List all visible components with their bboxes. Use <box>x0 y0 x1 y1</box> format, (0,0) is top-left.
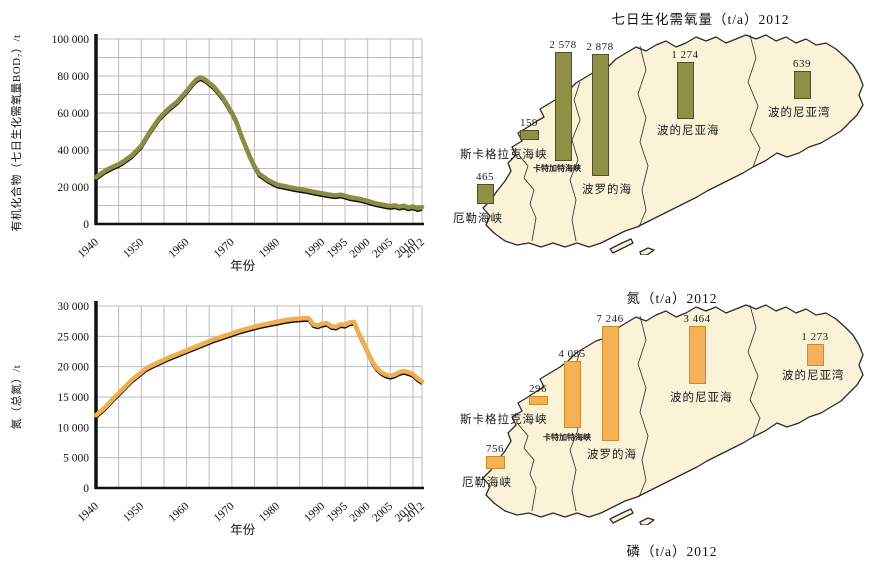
bar-value-kattegat: 4 085 <box>558 348 586 360</box>
bar-value-skagerrak: 159 <box>520 117 538 129</box>
bar-value-bothnian-sea: 1 274 <box>671 49 699 61</box>
svg-text:2005: 2005 <box>370 500 395 524</box>
phosphorus-map-caption: 磷（t/a）2012 <box>626 544 718 559</box>
bar-group-bothnian-sea: 3 464 <box>677 313 717 384</box>
bar-bothnian-sea <box>688 326 706 384</box>
bar-oresund <box>476 184 494 204</box>
bar-value-baltic: 2 878 <box>586 41 614 53</box>
bar-bothnian-bay <box>793 71 811 99</box>
bar-bothnian-bay <box>806 344 824 366</box>
nitrogen-y-axis-label: 氮（总氮）/t <box>11 364 23 430</box>
bod-y-axis-label: 有机化合物（七日生化需氧量BOD₇）/t <box>11 34 23 232</box>
svg-text:0: 0 <box>83 219 89 231</box>
region-label-baltic: 波罗的海 <box>582 184 632 196</box>
svg-text:1990: 1990 <box>302 500 327 524</box>
bar-value-oresund: 465 <box>476 171 494 183</box>
nitrogen-chart-plot: 0 5 000 10 000 15 000 20 000 25 000 30 000 1940… <box>57 301 427 537</box>
svg-text:30 000: 30 000 <box>57 301 89 313</box>
svg-text:2000: 2000 <box>348 500 373 524</box>
bar-group-skagerrak: 159 <box>509 117 549 140</box>
bod-line-chart-panel: 有机化合物（七日生化需氧量BOD₇）/t 0 20 000 40 000 60 000… <box>0 0 448 278</box>
bar-kattegat <box>554 52 572 161</box>
bar-value-kattegat: 2 578 <box>549 39 577 51</box>
bar-value-skagerrak: 296 <box>529 383 547 395</box>
bar-value-oresund: 756 <box>486 443 504 455</box>
svg-text:10 000: 10 000 <box>57 422 89 434</box>
svg-text:1940: 1940 <box>76 236 101 260</box>
svg-text:15 000: 15 000 <box>57 392 89 404</box>
bar-group-bothnian-sea: 1 274 <box>665 49 705 119</box>
bar-baltic <box>601 326 619 441</box>
bod-map-title: 七日生化需氧量（t/a）2012 <box>611 12 790 27</box>
baltic-basin-map <box>482 34 864 255</box>
bar-group-oresund: 465 <box>465 171 505 204</box>
svg-text:1970: 1970 <box>212 236 237 260</box>
region-label-bothnian-sea: 波的尼亚海 <box>670 392 733 404</box>
baltic-basin-map <box>482 304 864 525</box>
svg-text:1995: 1995 <box>325 236 350 260</box>
bar-skagerrak <box>519 130 539 140</box>
bod-chart-plot: 0 20 000 40 000 60 000 80 000 100 000 1940 1950… <box>52 34 427 273</box>
region-label-oresund: 厄勒海峡 <box>462 477 512 489</box>
region-label-skagerrak: 斯卡格拉克海峡 <box>460 414 548 426</box>
bar-value-bothnian-bay: 1 273 <box>801 331 829 343</box>
bod-map-panel: 七日生化需氧量（t/a）2012 465 159 2 578 2 878 <box>448 0 874 280</box>
nitrogen-map-title: 氮（t/a）2012 <box>626 291 718 306</box>
bar-value-bothnian-bay: 639 <box>793 58 811 70</box>
bar-group-bothnian-bay: 1 273 <box>795 331 835 366</box>
bar-kattegat <box>563 361 581 428</box>
bar-value-baltic: 7 246 <box>596 313 624 325</box>
bar-group-skagerrak: 296 <box>518 383 558 405</box>
bar-bothnian-sea <box>676 62 694 119</box>
region-label-bothnian-bay: 波的尼亚湾 <box>768 107 831 119</box>
svg-text:1960: 1960 <box>166 236 191 260</box>
svg-text:年份: 年份 <box>230 259 256 273</box>
region-label-bothnian-sea: 波的尼亚海 <box>657 125 720 137</box>
svg-text:1990: 1990 <box>302 236 327 260</box>
svg-text:1980: 1980 <box>257 500 282 524</box>
svg-text:年份: 年份 <box>230 523 256 537</box>
bar-group-bothnian-bay: 639 <box>782 58 822 99</box>
svg-text:1940: 1940 <box>76 500 101 524</box>
bar-skagerrak <box>528 396 548 405</box>
bar-group-oresund: 756 <box>475 443 515 469</box>
svg-text:100 000: 100 000 <box>52 34 90 46</box>
region-label-kattegat: 卡特加特海峡 <box>533 164 581 173</box>
svg-text:40 000: 40 000 <box>57 145 89 157</box>
nitrogen-map-panel: 氮（t/a）2012 756 296 4 085 7 246 3 464 <box>448 285 874 565</box>
bar-value-bothnian-sea: 3 464 <box>683 313 711 325</box>
bar-group-kattegat: 2 578 <box>543 39 583 161</box>
bar-oresund <box>485 456 505 469</box>
bar-baltic <box>591 54 609 176</box>
region-label-baltic: 波罗的海 <box>587 449 637 461</box>
region-label-skagerrak: 斯卡格拉克海峡 <box>460 149 548 161</box>
region-label-kattegat: 卡特加特海峡 <box>543 433 591 442</box>
svg-text:80 000: 80 000 <box>57 71 89 83</box>
nitrogen-line-chart-panel: 氮（总氮）/t 0 5 000 10 000 15 000 20 000 25 000 30… <box>0 280 448 565</box>
region-label-oresund: 厄勒海峡 <box>453 213 503 225</box>
svg-text:5 000: 5 000 <box>63 453 89 465</box>
bar-group-kattegat: 4 085 <box>552 348 592 428</box>
svg-text:1995: 1995 <box>325 500 350 524</box>
bar-group-baltic: 7 246 <box>590 313 630 441</box>
svg-text:1950: 1950 <box>121 236 146 260</box>
svg-text:20 000: 20 000 <box>57 182 89 194</box>
svg-text:1950: 1950 <box>121 500 146 524</box>
svg-text:0: 0 <box>83 483 89 495</box>
svg-text:1970: 1970 <box>212 500 237 524</box>
svg-text:25 000: 25 000 <box>57 331 89 343</box>
svg-text:2000: 2000 <box>348 236 373 260</box>
region-label-bothnian-bay: 波的尼亚湾 <box>782 370 845 382</box>
svg-text:20 000: 20 000 <box>57 362 89 374</box>
svg-text:2005: 2005 <box>370 236 395 260</box>
svg-text:60 000: 60 000 <box>57 108 89 120</box>
svg-text:1980: 1980 <box>257 236 282 260</box>
svg-text:1960: 1960 <box>166 500 191 524</box>
bar-group-baltic: 2 878 <box>580 41 620 176</box>
